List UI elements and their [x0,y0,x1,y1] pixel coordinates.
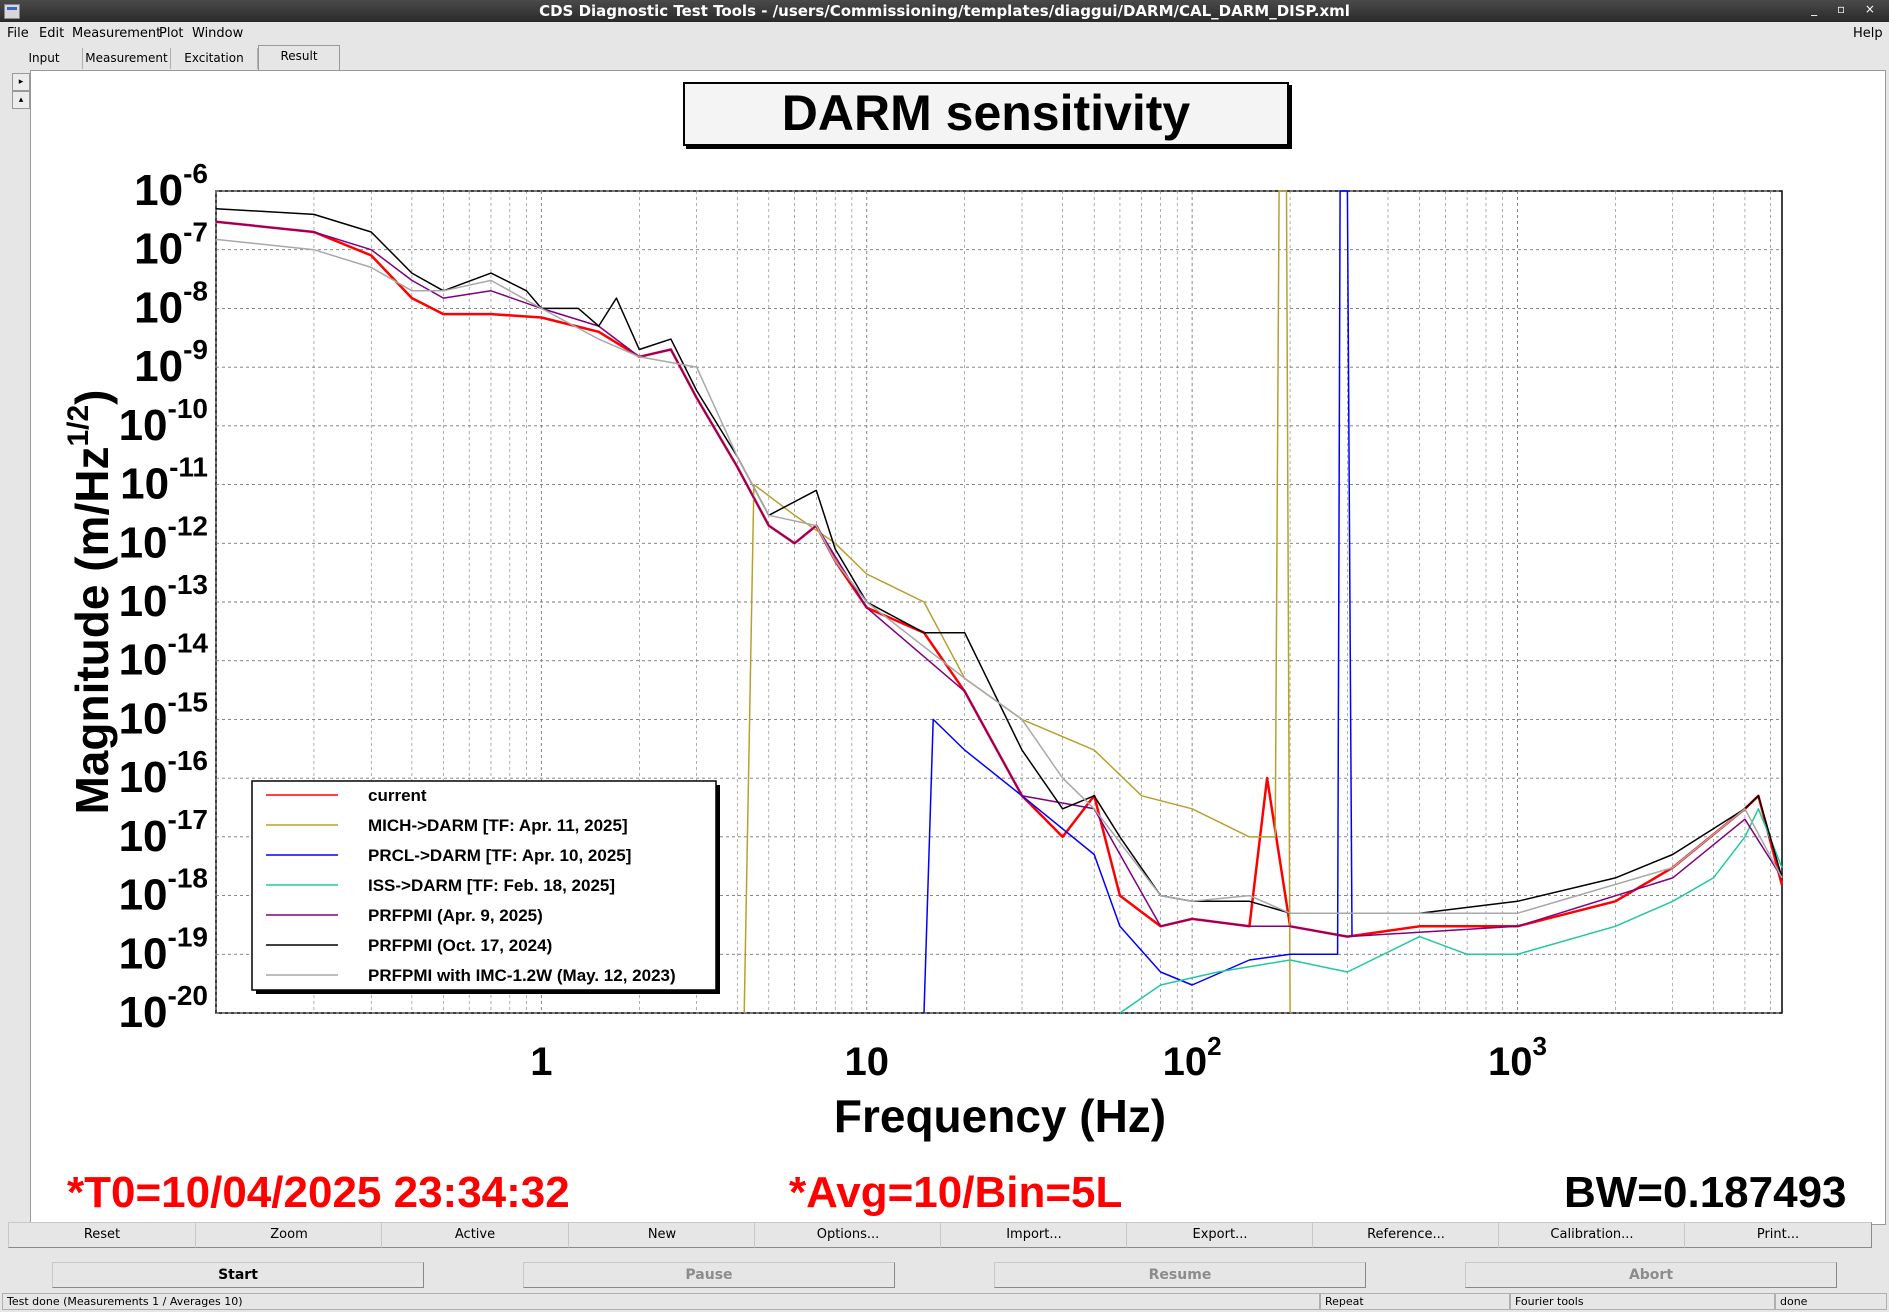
collapse-arrow-icon[interactable]: ▴ [12,91,30,109]
abort-button[interactable]: Abort [1465,1262,1837,1288]
series-line [1119,808,1783,1014]
bandwidth-readout: BW=0.187493 [1564,1168,1847,1217]
y-tick-label: 10-15 [119,686,208,743]
menu-help[interactable]: Help [1853,26,1883,41]
legend-label: ISS->DARM [TF: Feb. 18, 2025] [368,876,615,895]
series-line [215,238,1783,914]
reset-button[interactable]: Reset [8,1222,196,1248]
series-line [743,190,1291,1014]
status-tools: Fourier tools [1510,1293,1775,1310]
status-bar: Test done (Measurements 1 / Averages 10)… [0,1293,1889,1312]
pause-button[interactable]: Pause [523,1262,895,1288]
x-tick-label: 103 [1488,1031,1547,1084]
average-readout: *Avg=10/Bin=5L [789,1168,1123,1217]
y-tick-label: 10-6 [134,158,208,215]
y-tick-label: 10-13 [119,569,208,626]
legend-label: PRFPMI with IMC-1.2W (May. 12, 2023) [368,966,676,985]
legend-label: current [368,786,427,805]
y-tick-label: 10-16 [119,745,208,802]
x-axis-label: Frequency (Hz) [834,1090,1166,1142]
tab-measurement[interactable]: Measurement [83,48,171,69]
options-button[interactable]: Options... [754,1222,942,1248]
legend-label: PRCL->DARM [TF: Apr. 10, 2025] [368,846,631,865]
legend-label: PRFPMI (Apr. 9, 2025) [368,906,543,925]
resume-button[interactable]: Resume [994,1262,1366,1288]
print-button[interactable]: Print... [1684,1222,1872,1248]
y-tick-label: 10-12 [119,510,208,567]
y-tick-label: 10-14 [119,628,209,685]
calibration-button[interactable]: Calibration... [1498,1222,1686,1248]
active-button[interactable]: Active [381,1222,569,1248]
x-tick-label: 10 [844,1040,889,1084]
import-button[interactable]: Import... [940,1222,1128,1248]
y-tick-label: 10-9 [134,334,208,391]
series-line [215,220,1783,938]
t0-readout: *T0=10/04/2025 23:34:32 [67,1168,570,1217]
menu-plot[interactable]: Plot [159,26,184,41]
menu-edit[interactable]: Edit [39,26,65,41]
export-button[interactable]: Export... [1126,1222,1314,1248]
window-titlebar: CDS Diagnostic Test Tools - /users/Commi… [0,0,1889,22]
series-group [215,190,1784,1014]
expand-arrow-icon[interactable]: ▸ [12,73,30,91]
status-message: Test done (Measurements 1 / Averages 10) [2,1293,1320,1310]
y-tick-label: 10-8 [134,275,208,332]
y-tick-label: 10-11 [120,452,208,509]
start-button[interactable]: Start [52,1262,424,1288]
y-tick-label: 10-19 [119,921,208,978]
window-title: CDS Diagnostic Test Tools - /users/Commi… [539,2,1350,20]
tab-excitation[interactable]: Excitation [171,48,258,69]
y-tick-label: 10-20 [119,980,208,1037]
menu-window[interactable]: Window [192,26,244,41]
reference-button[interactable]: Reference... [1312,1222,1500,1248]
status-repeat: Repeat [1320,1293,1510,1310]
menu-file[interactable]: File [7,26,29,41]
x-tick-label: 102 [1163,1031,1222,1084]
series-line [923,190,1353,1014]
window-menu-icon[interactable] [4,4,20,19]
legend-label: PRFPMI (Oct. 17, 2024) [368,936,552,955]
status-state: done [1775,1293,1887,1310]
menu-measurement[interactable]: Measurement [72,26,162,41]
window-controls[interactable]: _ ▫ × [1811,2,1883,16]
menubar: File Edit Measurement Plot Window Help [0,22,1889,44]
zoom-button[interactable]: Zoom [195,1222,383,1248]
plot-button-row: Reset Zoom Active New Options... Import.… [8,1222,1879,1248]
legend-label: MICH->DARM [TF: Apr. 11, 2025] [368,816,628,835]
y-tick-label: 10-18 [119,863,208,920]
y-tick-label: 10-17 [119,804,208,861]
y-tick-label: 10-10 [119,393,208,450]
y-tick-label: 10-7 [134,217,208,274]
control-button-row: Start Pause Resume Abort [0,1262,1889,1290]
tab-result[interactable]: Result [258,45,340,70]
y-axis-label: Magnitude (m/Hz1/2) [62,389,118,814]
x-tick-label: 1 [530,1040,552,1084]
chart-title: DARM sensitivity [683,82,1289,146]
tab-input[interactable]: Input [6,48,83,69]
new-button[interactable]: New [568,1222,756,1248]
